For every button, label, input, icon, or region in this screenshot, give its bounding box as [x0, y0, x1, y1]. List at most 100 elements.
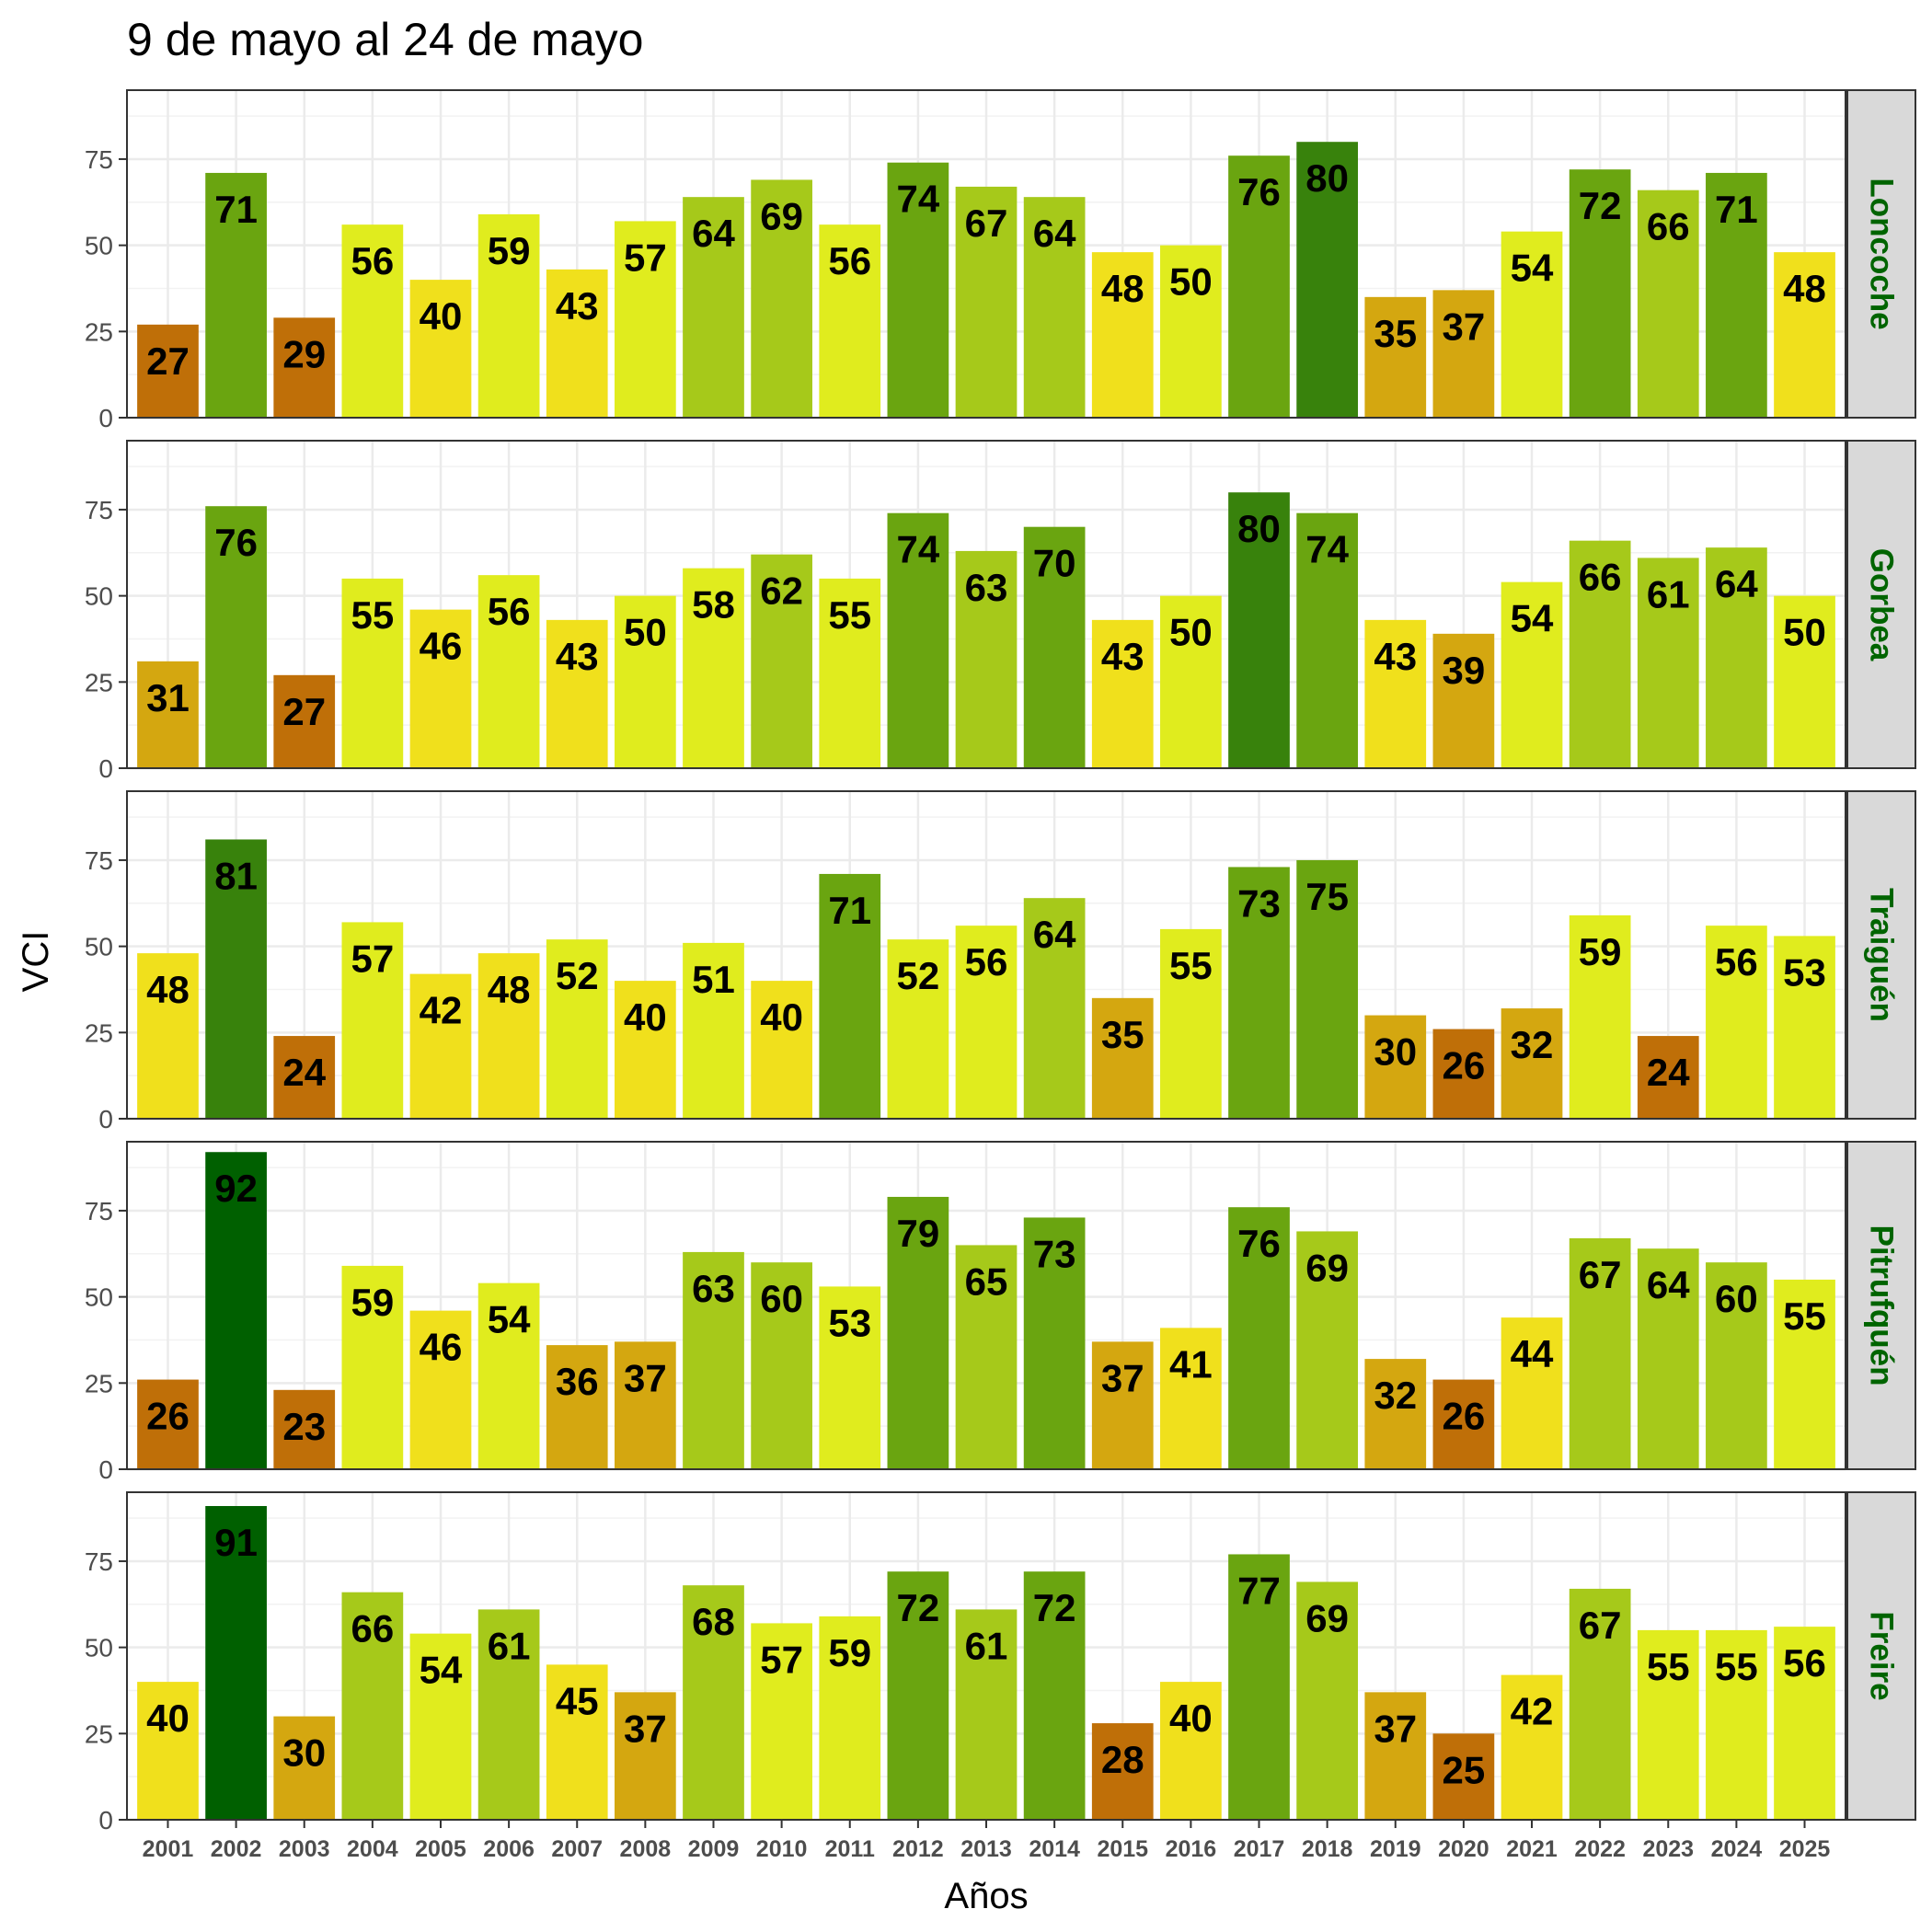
bar-label: 40 — [1169, 1696, 1213, 1740]
bar-label: 36 — [556, 1360, 599, 1403]
bar-label: 46 — [420, 1326, 463, 1369]
bar-label: 32 — [1511, 1023, 1554, 1066]
bar-label: 76 — [1237, 170, 1281, 213]
bar-label: 39 — [1443, 649, 1486, 692]
bar-label: 35 — [1374, 312, 1417, 355]
bar-label: 59 — [488, 229, 531, 272]
bar — [1569, 1237, 1631, 1469]
bar — [1569, 1588, 1631, 1820]
bar-label: 52 — [556, 954, 599, 997]
bar — [955, 186, 1018, 418]
x-tick-label: 2025 — [1779, 1836, 1831, 1862]
bar — [887, 1571, 949, 1820]
bar-label: 69 — [1305, 1246, 1349, 1289]
x-tick-label: 2015 — [1097, 1836, 1148, 1862]
bar-label: 56 — [965, 940, 1008, 983]
x-tick-label: 2001 — [143, 1836, 194, 1862]
y-tick-label: 0 — [98, 754, 113, 783]
bar-label: 26 — [1443, 1044, 1486, 1087]
bar — [273, 1716, 336, 1820]
bar-label: 76 — [214, 521, 258, 564]
bar-label: 43 — [556, 635, 599, 678]
x-tick-label: 2006 — [483, 1836, 535, 1862]
bar-label: 59 — [828, 1631, 871, 1674]
bar — [1364, 1692, 1427, 1820]
bar-label: 51 — [692, 958, 735, 1001]
bar — [887, 1196, 949, 1469]
bar-label: 43 — [1101, 635, 1144, 678]
bar-label: 61 — [1647, 572, 1690, 615]
x-tick-label: 2014 — [1029, 1836, 1080, 1862]
bar — [683, 1251, 744, 1469]
panel-border — [126, 790, 1846, 1120]
x-tick-label: 2021 — [1506, 1836, 1558, 1862]
bar-label: 43 — [556, 284, 599, 328]
bar — [1501, 1674, 1563, 1820]
panels-group: 27 71 29 56 40 59 43 57 64 69 56 74 67 64 48 50 76 80 35 37… — [85, 89, 1916, 1834]
bar-label: 56 — [828, 239, 871, 282]
bar — [1432, 290, 1495, 418]
bar-label: 45 — [556, 1679, 599, 1722]
bar — [477, 1282, 540, 1469]
bar-label: 67 — [965, 201, 1008, 245]
bar — [1296, 142, 1358, 419]
bar-label: 59 — [1579, 930, 1622, 973]
bar-label: 60 — [760, 1277, 803, 1320]
bar — [819, 578, 881, 768]
bar-label: 71 — [214, 188, 258, 231]
bar — [546, 619, 608, 768]
panel-border — [126, 89, 1846, 419]
y-tick-label: 25 — [85, 1018, 113, 1047]
bar-label: 57 — [760, 1638, 803, 1681]
x-tick-label: 2004 — [347, 1836, 398, 1862]
bar — [1501, 1317, 1563, 1469]
bar — [1432, 1733, 1495, 1820]
bar-label: 24 — [282, 1051, 326, 1094]
bar-label: 46 — [420, 625, 463, 668]
bar-label: 42 — [1511, 1690, 1554, 1733]
panel-traiguén: 48 81 24 57 42 48 52 40 51 40 71 52 56 64 35 55 73 75 30 26… — [85, 790, 1916, 1133]
bar-label: 54 — [420, 1649, 463, 1692]
bar — [137, 1379, 199, 1469]
bar-label: 56 — [351, 239, 394, 282]
bar — [1091, 1723, 1154, 1820]
facet-strip-label: Gorbea — [1864, 548, 1900, 661]
bar-label: 27 — [146, 339, 190, 383]
panel-border — [126, 440, 1846, 769]
bar-label: 42 — [420, 989, 463, 1032]
x-tick-label: 2017 — [1234, 1836, 1285, 1862]
facet-strip — [1846, 1141, 1916, 1470]
bar-label: 71 — [1715, 188, 1758, 231]
bar-label: 26 — [1443, 1395, 1486, 1438]
bar-label: 59 — [351, 1281, 394, 1324]
bar-label: 54 — [488, 1298, 531, 1341]
bar-label: 72 — [1033, 1586, 1076, 1629]
bar-label: 35 — [1101, 1013, 1144, 1056]
bar — [1774, 1279, 1835, 1469]
bar — [409, 973, 472, 1119]
x-tick-label: 2010 — [756, 1836, 808, 1862]
x-tick-label: 2003 — [279, 1836, 330, 1862]
bar — [546, 1345, 608, 1469]
bar — [546, 939, 608, 1119]
bar — [546, 1664, 608, 1820]
bar — [273, 1389, 336, 1469]
bar-label: 50 — [1169, 260, 1213, 304]
bar — [615, 1341, 676, 1469]
bar — [615, 595, 676, 768]
x-tick-label: 2018 — [1302, 1836, 1353, 1862]
bar-label: 25 — [1443, 1748, 1486, 1791]
bar — [1091, 619, 1154, 768]
bar — [1364, 619, 1427, 768]
bar-label: 55 — [1783, 1294, 1826, 1338]
bar — [683, 1585, 744, 1820]
bar-label: 73 — [1237, 881, 1281, 925]
bar — [409, 1633, 472, 1820]
facet-strip-label: Loncoche — [1864, 178, 1900, 329]
bar-label: 58 — [692, 583, 735, 627]
bar-label: 62 — [760, 569, 803, 613]
bar-label: 40 — [146, 1696, 190, 1740]
bar-label: 32 — [1374, 1374, 1417, 1417]
x-tick-label: 2012 — [892, 1836, 944, 1862]
facet-strip-label: Freire — [1864, 1611, 1900, 1700]
